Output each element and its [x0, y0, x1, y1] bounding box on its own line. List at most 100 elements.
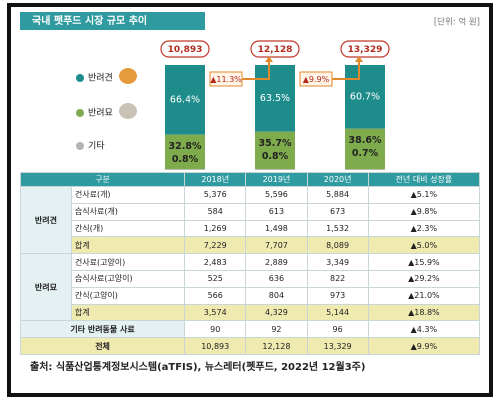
- value-label: 63.5%: [260, 93, 290, 104]
- table-cell: 90: [184, 320, 247, 339]
- table-cell: 습식사료(고양이): [70, 269, 186, 288]
- header-cell: 2019년: [245, 172, 308, 187]
- bar-segment: [345, 128, 385, 170]
- table-cell: ▲2.3%: [367, 219, 481, 238]
- table-cell: 92: [245, 320, 308, 339]
- bar-segment: [255, 169, 295, 170]
- table-cell: 기타 반려동물 사료: [19, 320, 186, 339]
- value-label: 32.8%: [169, 141, 202, 152]
- bar-segment: [345, 65, 385, 129]
- bar-segment: [255, 131, 295, 170]
- table-row: 합계 3,574 4,329 5,144 ▲18.8%: [21, 303, 481, 322]
- table-cell: ▲5.0%: [367, 236, 481, 255]
- growth-arrow: [242, 60, 270, 80]
- table-cell: 7,229: [184, 236, 247, 255]
- table-cell: 2,889: [245, 253, 308, 271]
- value-label: 0.8%: [172, 154, 199, 165]
- cat-icon: [119, 103, 137, 119]
- group-cell: 반려견: [20, 185, 72, 255]
- table-cell: 673: [306, 202, 369, 221]
- legend-swatch: [76, 142, 84, 150]
- total-bubble: [250, 40, 300, 58]
- table-cell: 1,269: [184, 219, 247, 238]
- growth-arrow: [332, 60, 360, 80]
- table-cell: ▲29.2%: [367, 269, 481, 288]
- table-cell: 합계: [70, 303, 186, 322]
- table-cell: ▲5.1%: [367, 186, 481, 204]
- table-cell: 96: [306, 320, 369, 339]
- source: 출처: 식품산업통계정보시스템(aTFIS), 뉴스레터(펫푸드, 2022년 …: [30, 362, 366, 373]
- legend-label: 반려견: [88, 72, 113, 84]
- bar-segment: [345, 169, 385, 170]
- header-cell: 구분: [19, 172, 186, 187]
- table-cell: 4,329: [245, 303, 308, 322]
- table-cell: 5,144: [306, 303, 369, 322]
- table-row: 전체 10,893 12,128 13,329 ▲9.9%: [19, 337, 481, 355]
- total-bubble: [160, 40, 210, 58]
- header-cell: 전년 대비 성장률: [367, 172, 481, 187]
- bar-segment: [165, 134, 205, 170]
- title-bar: [20, 12, 205, 30]
- table-row: 기타 반려동물 사료 90 92 96 ▲4.3%: [19, 320, 481, 339]
- table-row: 반려견 건사료(개) 5,376 5,596 5,884 ▲5.1%: [20, 185, 481, 255]
- bar-segment: [165, 65, 205, 135]
- chart-title: 국내 펫푸드 시장 규모 추이: [32, 14, 147, 27]
- table-cell: 613: [245, 202, 308, 221]
- growth-label: ▲9.9%: [303, 75, 330, 84]
- value-label: 60.7%: [350, 91, 380, 102]
- value-label: 35.7%: [259, 138, 292, 149]
- table-cell: 건사료(고양이): [70, 253, 186, 271]
- bar-segment: [165, 169, 205, 170]
- table-cell: 973: [306, 286, 369, 305]
- table-cell: 3,574: [184, 303, 247, 322]
- table-cell: 5,376: [184, 186, 247, 204]
- header-row: 구분 2018년 2019년 2020년 전년 대비 성장률: [19, 172, 481, 187]
- table-cell: 건사료(개): [70, 186, 186, 204]
- growth-arrowhead: [355, 56, 363, 62]
- table-cell: 7,707: [245, 236, 308, 255]
- table-row: 습식사료(고양이) 525 636 822 ▲29.2%: [21, 269, 481, 288]
- table-cell: 584: [184, 202, 247, 221]
- total-bubble: [340, 40, 390, 58]
- table-row: 반려묘 건사료(고양이) 2,483 2,889 3,349 ▲15.9%: [20, 253, 481, 322]
- table-cell: 3,349: [306, 253, 369, 271]
- growth-arrowhead: [265, 56, 273, 62]
- table-cell: 525: [184, 269, 247, 288]
- table-row: 간식(고양이) 566 804 973 ▲21.0%: [21, 286, 481, 305]
- value-label: 66.4%: [170, 94, 200, 105]
- table-cell: 5,884: [306, 186, 369, 204]
- table-row: 간식(개) 1,269 1,498 1,532 ▲2.3%: [21, 219, 481, 238]
- table-cell: 12,128: [245, 337, 308, 355]
- table: 구분 2018년 2019년 2020년 전년 대비 성장률 반려견 건사료(개) 5,376…: [19, 172, 481, 355]
- table-cell: 1,532: [306, 219, 369, 238]
- legend-swatch: [76, 74, 84, 82]
- value-label: 38.6%: [349, 135, 382, 146]
- table-cell: 566: [184, 286, 247, 305]
- header-cell: 2020년: [306, 172, 369, 187]
- total-label: 10,893: [168, 45, 203, 55]
- unit: [단위: 억 원]: [434, 17, 480, 28]
- table-cell: 습식사료(개): [70, 202, 186, 221]
- table-cell: ▲21.0%: [367, 286, 481, 305]
- table-cell: 13,329: [306, 337, 369, 355]
- dog-icon: [119, 68, 137, 84]
- legend-label: 기타: [88, 141, 105, 152]
- legend-label: 반려묘: [88, 108, 113, 119]
- table-cell: 804: [245, 286, 308, 305]
- value-label: 0.8%: [262, 151, 289, 162]
- table-cell: 간식(고양이): [70, 286, 186, 305]
- table-cell: 2,483: [184, 253, 247, 271]
- table-cell: ▲18.8%: [367, 303, 481, 322]
- table-cell: 822: [306, 269, 369, 288]
- table-cell: 636: [245, 269, 308, 288]
- growth-label: ▲11.3%: [210, 75, 242, 84]
- table-cell: ▲15.9%: [367, 253, 481, 271]
- table-cell: 5,596: [245, 186, 308, 204]
- table-cell: ▲9.8%: [367, 202, 481, 221]
- table-cell: 10,893: [184, 337, 247, 355]
- value-label: 0.7%: [352, 148, 379, 159]
- total-label: 13,329: [348, 45, 383, 55]
- bar-segment: [255, 65, 295, 132]
- legend-swatch: [76, 109, 84, 117]
